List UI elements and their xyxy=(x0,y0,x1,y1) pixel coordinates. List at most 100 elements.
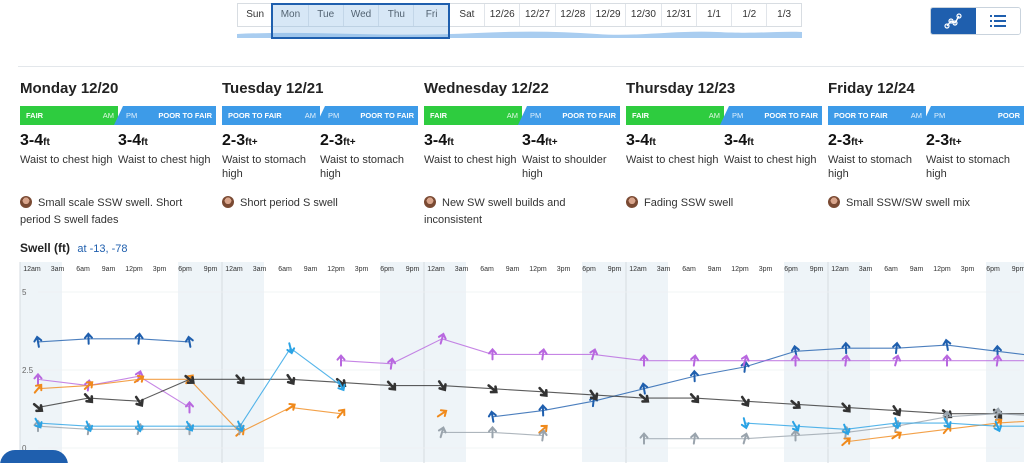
swell-arrow xyxy=(286,342,296,355)
day-cell[interactable]: 12/27 xyxy=(519,4,554,26)
swell-arrow-shape xyxy=(892,405,902,417)
swell-arrow xyxy=(285,402,296,412)
hour-tick: 6am xyxy=(682,266,696,273)
swell-arrow-shape xyxy=(841,354,851,367)
swell-location-link[interactable]: at -13, -78 xyxy=(77,243,128,255)
swell-arrow-shape xyxy=(589,348,599,361)
swell-arrow-shape xyxy=(942,410,952,423)
am-size: 2-3ft+ xyxy=(828,132,864,149)
swell-arrow xyxy=(538,404,548,417)
hour-tick: 3pm xyxy=(961,266,975,273)
swell-arrow xyxy=(538,347,548,361)
swell-arrow xyxy=(387,357,397,370)
swell-heading: Swell (ft) at -13, -78 xyxy=(20,241,127,255)
swell-arrow xyxy=(639,382,649,395)
am-size: 3-4ft xyxy=(424,132,454,149)
hour-tick: 9am xyxy=(102,266,116,273)
swell-arrow xyxy=(33,383,43,394)
day-column: Monday 12/20 FAIR AM PM POOR TO FAIR 3-4ft… xyxy=(20,80,220,230)
hour-tick: 6pm xyxy=(178,266,192,273)
swell-arrow xyxy=(891,431,902,440)
day-cell[interactable]: Sun xyxy=(237,4,272,26)
swell-arrow-shape xyxy=(83,381,94,390)
hour-tick: 9am xyxy=(304,266,318,273)
swell-arrow-shape xyxy=(639,354,649,367)
day-cell[interactable]: Sat xyxy=(448,4,484,26)
am-desc: Waist to chest high xyxy=(626,154,719,166)
swell-arrow xyxy=(133,374,145,384)
am-size: 3-4ft xyxy=(626,132,656,149)
swell-arrow-shape xyxy=(133,374,145,384)
swell-arrow xyxy=(841,341,851,355)
swell-arrow xyxy=(487,384,498,394)
pm-size-block: 2-3ft+ Waist to stomach high xyxy=(320,132,418,181)
divider xyxy=(18,66,1024,67)
day-cell[interactable]: Tue xyxy=(307,4,343,26)
pm-size: 3-4ft+ xyxy=(522,132,558,149)
day-cell[interactable]: 1/2 xyxy=(731,4,766,26)
help-button[interactable] xyxy=(0,450,68,463)
swell-arrow-shape xyxy=(235,374,245,385)
view-toggle[interactable] xyxy=(930,7,1021,35)
hour-tick: 9am xyxy=(910,266,924,273)
chart-view-button[interactable] xyxy=(931,8,976,34)
hour-tick: 12am xyxy=(831,266,849,273)
swell-arrow xyxy=(689,369,699,383)
swell-arrow-shape xyxy=(33,383,43,394)
swell-arrow-shape xyxy=(689,393,700,404)
list-view-button[interactable] xyxy=(975,8,1020,34)
swell-arrow-shape xyxy=(437,380,447,392)
swell-arrow xyxy=(892,417,902,430)
swell-arrow xyxy=(236,420,245,433)
swell-arrow-shape xyxy=(33,372,43,386)
swell-arrow xyxy=(185,400,194,414)
swell-arrow xyxy=(892,341,902,355)
day-cell[interactable]: 12/31 xyxy=(660,4,696,26)
swell-arrow xyxy=(488,347,497,361)
day-cell[interactable]: 12/26 xyxy=(484,4,519,26)
swell-arrow xyxy=(437,380,447,392)
swell-arrow xyxy=(134,332,144,345)
hour-tick: 6pm xyxy=(784,266,798,273)
day-cell[interactable]: Fri xyxy=(413,4,448,26)
swell-arrow-shape xyxy=(791,354,800,367)
swell-sparkline xyxy=(237,31,802,38)
hour-tick: 9am xyxy=(708,266,722,273)
swell-arrow xyxy=(892,405,902,417)
day-cell[interactable]: Thu xyxy=(378,4,413,26)
swell-arrow xyxy=(184,374,195,384)
day-cell[interactable]: 12/28 xyxy=(554,4,590,26)
swell-arrow xyxy=(791,420,801,432)
selected-range[interactable] xyxy=(271,3,450,39)
swell-arrow xyxy=(538,429,548,442)
day-selector-cells[interactable]: Sun Mon Tue Wed Thu Fri Sat 12/26 12/27 12/28 12/2… xyxy=(237,3,802,27)
day-cell[interactable]: 1/3 xyxy=(766,4,802,26)
hour-tick: 6pm xyxy=(380,266,394,273)
swell-arrow-shape xyxy=(842,423,851,436)
am-rating: FAIR AM xyxy=(626,106,724,125)
y-axis-label: 2.5 xyxy=(22,366,34,375)
swell-arrow-shape xyxy=(487,384,498,394)
swell-arrow-shape xyxy=(690,354,700,367)
day-selector[interactable]: Sun Mon Tue Wed Thu Fri Sat 12/26 12/27 12/28 12/2… xyxy=(237,3,802,39)
rating-bar: POOR TO FAIR AM PM POOR xyxy=(828,106,1024,125)
am-size-block: 3-4ft Waist to chest high xyxy=(626,132,724,167)
am-desc: Waist to chest high xyxy=(424,154,517,166)
forecaster-note: Short period S swell xyxy=(222,195,412,212)
am-desc: Waist to stomach high xyxy=(828,154,912,180)
day-cell[interactable]: 12/29 xyxy=(589,4,625,26)
swell-arrow-shape xyxy=(538,347,548,361)
day-title: Friday 12/24 xyxy=(828,80,915,97)
swell-arrow-shape xyxy=(386,380,397,391)
swell-arrow xyxy=(790,344,800,358)
swell-arrow-shape xyxy=(437,332,447,345)
day-cell[interactable]: 12/30 xyxy=(625,4,660,26)
swell-arrow-shape xyxy=(184,335,194,348)
day-cell[interactable]: Wed xyxy=(342,4,378,26)
hour-tick: 6am xyxy=(480,266,494,273)
day-column: Wednesday 12/22 FAIR AM PM POOR TO FAIR 3-… xyxy=(424,80,624,230)
hour-tick: 3pm xyxy=(557,266,571,273)
swell-arrow-shape xyxy=(992,344,1002,358)
forecaster-note: Small scale SSW swell. Short period S sw… xyxy=(20,196,183,226)
day-cell[interactable]: 1/1 xyxy=(695,4,731,26)
